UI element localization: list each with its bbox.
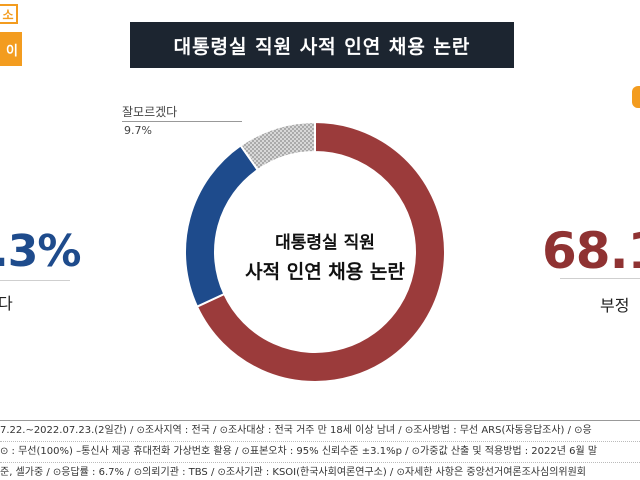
dont-know-leader-line (122, 121, 242, 122)
donut-chart (184, 120, 446, 383)
center-line-1: 대통령실 직원 (275, 233, 375, 253)
divider-right (560, 278, 640, 279)
slice-dont-know (239, 120, 316, 172)
survey-footnote: 7.22.~2022.07.23.(2일간) / ⊙조사지역 : 전국 / ⊙조… (0, 420, 640, 480)
right-label: 부정 (600, 296, 630, 315)
right-percentage: 68.1 (542, 222, 640, 280)
footnote-row-1: 7.22.~2022.07.23.(2일간) / ⊙조사지역 : 전국 / ⊙조… (0, 420, 640, 441)
slice-negative (195, 120, 446, 383)
footnote-row-3: 준, 셀가중 / ⊙응답률 : 6.7% / ⊙의뢰기관 : TBS / ⊙조사… (0, 462, 640, 480)
brand-badge: 이 (0, 32, 22, 66)
accent-marker (632, 86, 640, 108)
page-title: 대통령실 직원 사적 인연 채용 논란 (130, 22, 514, 68)
donut-center-label: 대통령실 직원 사적 인연 채용 논란 (240, 228, 410, 284)
footnote-row-2: ⊙ : 무선(100%) –통신사 제공 휴대전화 가상번호 활용 / ⊙표본오… (0, 441, 640, 462)
dont-know-label: 잘모르겠다 (122, 105, 178, 119)
divider-left (0, 280, 70, 281)
left-percentage: .3% (0, 226, 81, 277)
center-line-2: 사적 인연 채용 논란 (245, 261, 405, 283)
brand-badge-top: 소 (0, 4, 18, 24)
dont-know-value: 9.7% (124, 124, 152, 137)
left-label: 다 (0, 294, 13, 313)
